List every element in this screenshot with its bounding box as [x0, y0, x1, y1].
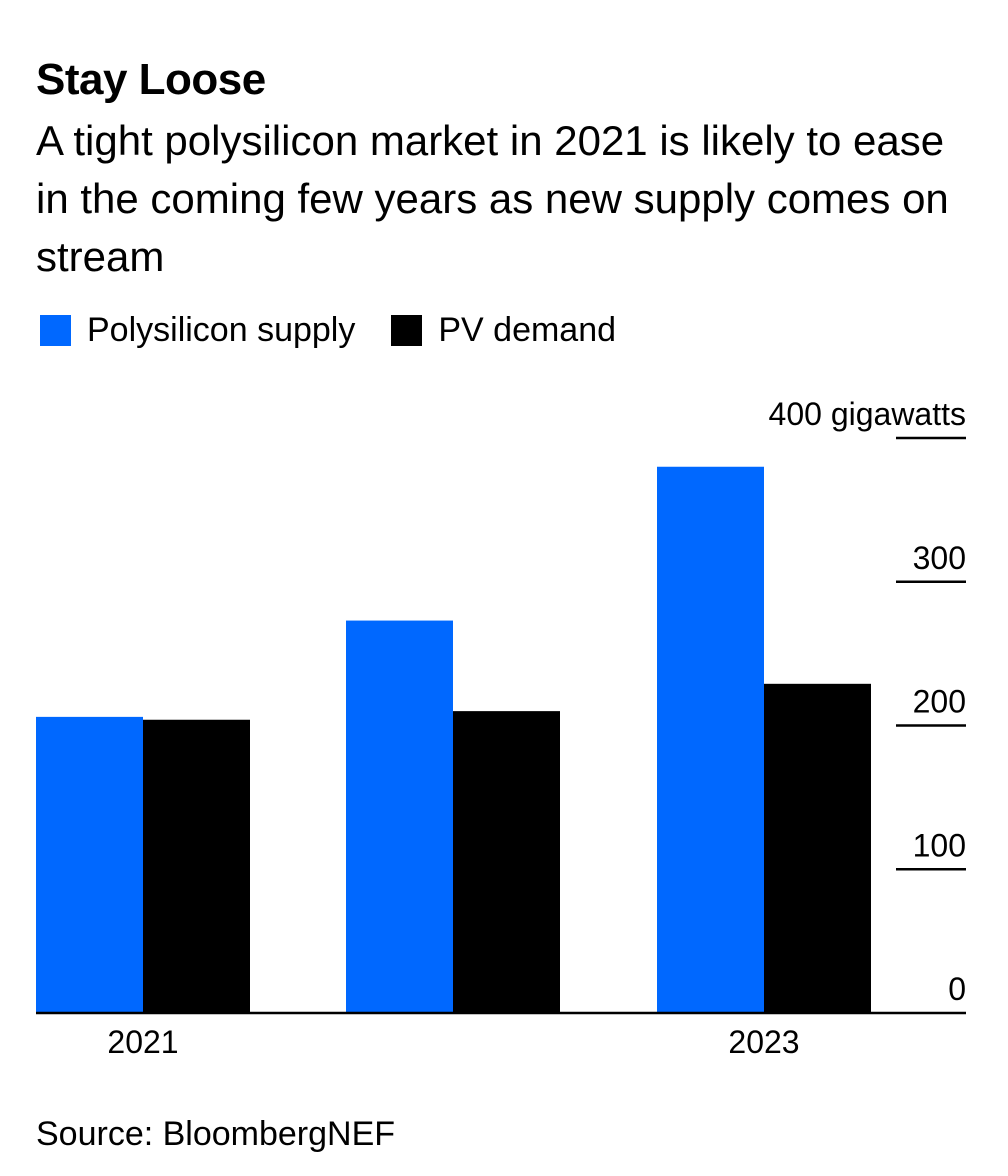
legend: Polysilicon supply PV demand [40, 308, 652, 352]
y-tick-label: 100 [913, 827, 966, 863]
bar-demand [764, 683, 871, 1013]
legend-swatch-demand [391, 314, 423, 346]
bar-supply [346, 620, 453, 1013]
y-tick-label: 300 [913, 540, 966, 576]
y-tick-label: 400 gigawatts [769, 396, 966, 432]
bar-chart: 0 100 200 300 400 gigawatts 2021 2023 [36, 396, 966, 1060]
x-tick-label: 2023 [728, 1024, 799, 1060]
legend-swatch-supply [40, 314, 71, 346]
bar-demand [453, 711, 560, 1013]
bar-supply [36, 716, 143, 1013]
x-tick-label: 2021 [107, 1024, 178, 1060]
y-tick-label: 200 [913, 684, 966, 720]
bar-supply [657, 466, 764, 1013]
y-tick-label: 0 [948, 971, 966, 1007]
chart-title: Stay Loose [36, 55, 266, 104]
bar-demand [143, 719, 250, 1013]
legend-label-supply: Polysilicon supply [87, 311, 356, 349]
source-note: Source: BloombergNEF [36, 1115, 396, 1153]
legend-item-demand: PV demand [391, 308, 616, 352]
legend-item-supply: Polysilicon supply [40, 308, 355, 352]
chart-subtitle: A tight polysilicon market in 2021 is li… [36, 117, 949, 280]
legend-label-demand: PV demand [438, 311, 617, 349]
